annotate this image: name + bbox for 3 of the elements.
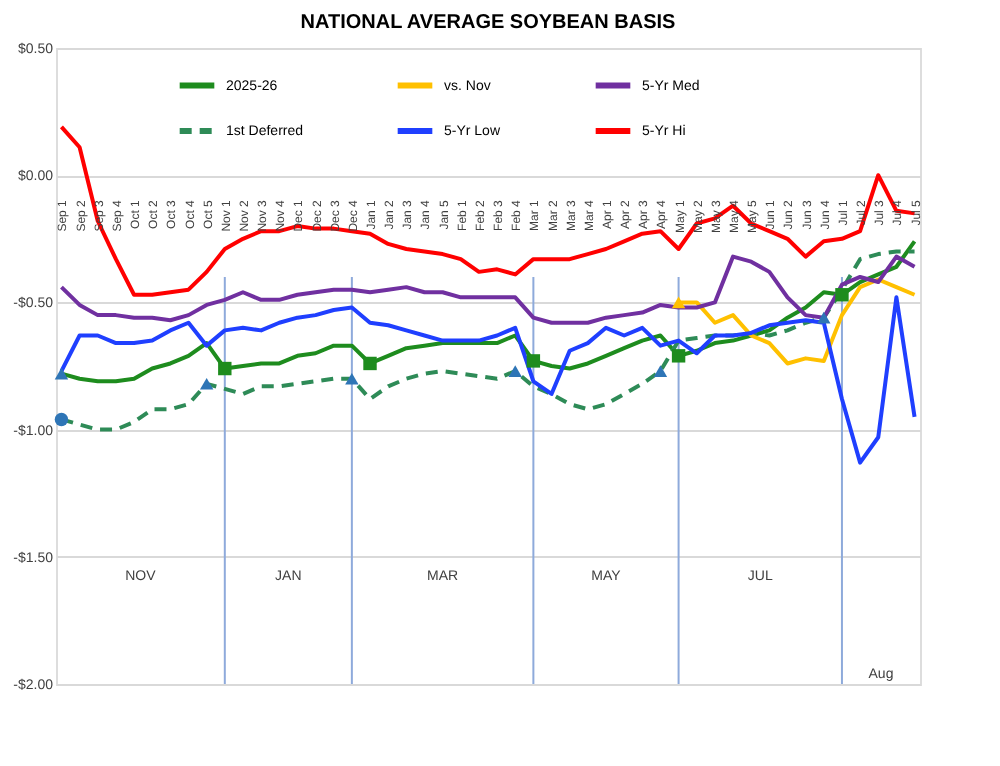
line-series <box>59 254 917 325</box>
line-series <box>59 124 917 297</box>
chart-title: NATIONAL AVERAGE SOYBEAN BASIS <box>300 12 677 34</box>
